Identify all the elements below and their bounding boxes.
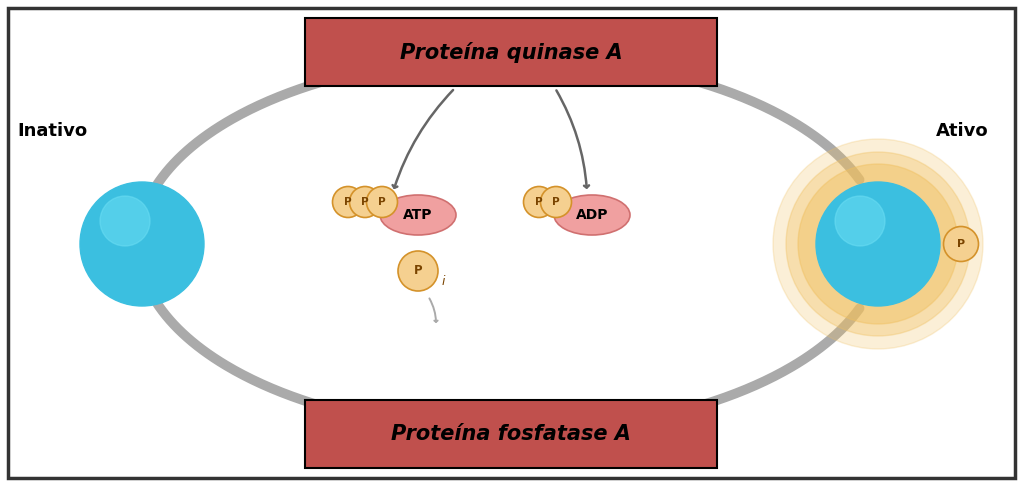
- Text: ADP: ADP: [576, 208, 609, 222]
- FancyBboxPatch shape: [8, 8, 1015, 478]
- Circle shape: [524, 187, 554, 218]
- FancyBboxPatch shape: [305, 18, 717, 86]
- Text: Proteína quinase A: Proteína quinase A: [400, 41, 622, 63]
- Circle shape: [786, 152, 970, 336]
- Circle shape: [332, 187, 363, 218]
- Text: Proteína fosfatase A: Proteína fosfatase A: [391, 424, 631, 444]
- Text: ATP: ATP: [403, 208, 433, 222]
- Text: Inativo: Inativo: [17, 122, 87, 140]
- Circle shape: [80, 182, 204, 306]
- FancyBboxPatch shape: [305, 400, 717, 468]
- Ellipse shape: [554, 195, 630, 235]
- Circle shape: [398, 251, 438, 291]
- Text: P: P: [413, 264, 422, 278]
- Text: P: P: [344, 197, 352, 207]
- Circle shape: [540, 187, 572, 218]
- Circle shape: [366, 187, 398, 218]
- Text: i: i: [442, 275, 445, 288]
- Text: P: P: [957, 239, 965, 249]
- Circle shape: [350, 187, 381, 218]
- Ellipse shape: [380, 195, 456, 235]
- Text: P: P: [379, 197, 386, 207]
- Circle shape: [773, 139, 983, 349]
- Circle shape: [100, 196, 150, 246]
- Text: P: P: [535, 197, 543, 207]
- Text: Ativo: Ativo: [936, 122, 988, 140]
- Text: P: P: [552, 197, 560, 207]
- Text: P: P: [361, 197, 369, 207]
- Circle shape: [816, 182, 940, 306]
- Circle shape: [835, 196, 885, 246]
- Circle shape: [943, 226, 979, 261]
- Circle shape: [798, 164, 958, 324]
